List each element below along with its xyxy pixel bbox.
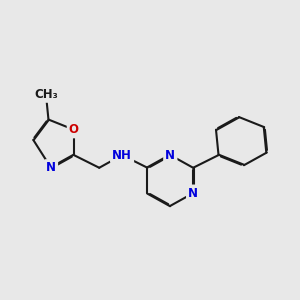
Text: N: N xyxy=(188,187,198,200)
Text: N: N xyxy=(46,161,56,174)
Text: N: N xyxy=(165,148,175,162)
Text: CH₃: CH₃ xyxy=(34,88,58,101)
Text: NH: NH xyxy=(112,148,132,162)
Text: O: O xyxy=(69,123,79,136)
